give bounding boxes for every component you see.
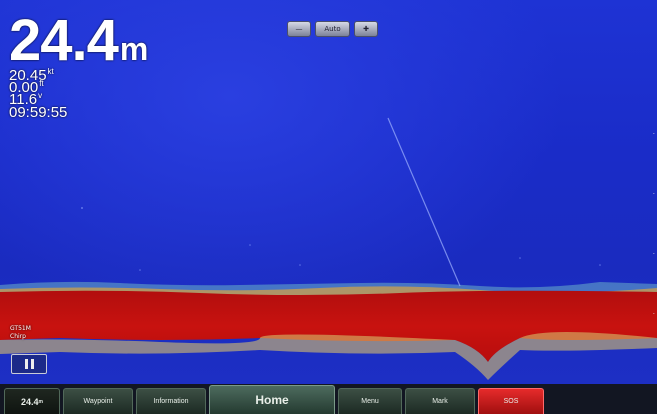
transducer-label: GT51M Chirp xyxy=(10,325,31,341)
distance-value: 0.00 xyxy=(9,79,39,96)
nav-menu-button[interactable]: Menu xyxy=(338,388,402,414)
zoom-out-button[interactable]: — xyxy=(287,21,311,37)
voltage-unit: v xyxy=(38,91,43,100)
plus-icon: ✚ xyxy=(363,25,369,33)
distance-unit: ft xyxy=(39,79,44,88)
bottom-return xyxy=(0,290,657,362)
speed-unit: kt xyxy=(47,67,54,76)
sonar-display xyxy=(0,117,657,380)
voltage-readout: 11.6v xyxy=(9,91,43,108)
distance-readout: 0.00ft xyxy=(9,79,44,96)
scale-tick: · xyxy=(652,310,655,318)
time-readout: 09:59:55 xyxy=(9,104,68,121)
nav-depth-value: 24.4 xyxy=(21,396,39,407)
transducer-mode: Chirp xyxy=(10,333,26,340)
speed-readout: 20.45kt xyxy=(9,67,54,84)
zoom-control: — Auto ✚ xyxy=(287,21,378,37)
transducer-model: GT51M xyxy=(10,325,31,332)
scale-tick: · xyxy=(652,250,655,258)
scale-tick: · xyxy=(652,130,655,138)
depth-readout: 24.4m xyxy=(9,12,148,70)
zoom-in-button[interactable]: ✚ xyxy=(354,21,378,37)
nav-bar: 24.4 m Waypoint Information Home Menu Mar… xyxy=(0,384,657,414)
sonar-streak xyxy=(387,117,461,287)
nav-depth-unit: m xyxy=(38,398,43,405)
pause-button[interactable] xyxy=(11,354,47,374)
depth-scale: · · · · xyxy=(649,0,655,384)
nav-home-button[interactable]: Home xyxy=(209,385,335,414)
minus-icon: — xyxy=(295,25,303,33)
nav-sos-button[interactable]: SOS xyxy=(478,388,544,414)
nav-mark-button[interactable]: Mark xyxy=(405,388,475,414)
nav-information-button[interactable]: Information xyxy=(136,388,206,414)
bottom-fringe-lower xyxy=(0,332,657,380)
depth-unit: m xyxy=(119,31,149,67)
zoom-mode-button[interactable]: Auto xyxy=(315,21,350,37)
nav-waypoint-button[interactable]: Waypoint xyxy=(63,388,133,414)
nav-depth-button[interactable]: 24.4 m xyxy=(4,388,60,414)
pause-icon-bar-left xyxy=(24,359,28,369)
clutter-dots xyxy=(81,207,601,271)
scale-tick: · xyxy=(652,190,655,198)
pause-icon-bar-right xyxy=(30,359,34,369)
speed-value: 20.45 xyxy=(9,67,47,84)
depth-value: 24.4 xyxy=(9,8,119,73)
voltage-value: 11.6 xyxy=(9,91,38,108)
sonar-screen[interactable]: 24.4m 20.45kt 0.00ft 11.6v 09:59:55 — Au… xyxy=(0,0,657,384)
